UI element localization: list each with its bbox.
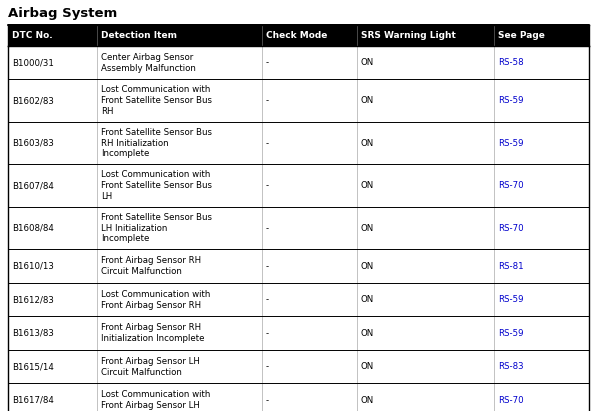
Text: Detection Item: Detection Item (100, 31, 176, 40)
Text: B1617/84: B1617/84 (12, 396, 54, 405)
Text: B1608/84: B1608/84 (12, 224, 54, 233)
Text: ON: ON (361, 396, 374, 405)
Text: RS-59: RS-59 (498, 295, 524, 304)
Text: B1610/13: B1610/13 (12, 262, 54, 271)
Text: Check Mode: Check Mode (266, 31, 327, 40)
Text: -: - (266, 396, 269, 405)
Text: -: - (266, 139, 269, 148)
Bar (8, 79, 589, 122)
Bar (8, 283, 589, 316)
Text: Front Airbag Sensor RH
Initialization Incomplete: Front Airbag Sensor RH Initialization In… (100, 323, 204, 343)
Text: SRS Warning Light: SRS Warning Light (361, 31, 456, 40)
Text: RS-58: RS-58 (498, 58, 524, 67)
Text: Lost Communication with
Front Satellite Sensor Bus
LH: Lost Communication with Front Satellite … (100, 171, 211, 201)
Text: ON: ON (361, 58, 374, 67)
Bar (8, 249, 589, 283)
Text: ON: ON (361, 262, 374, 271)
Text: Center Airbag Sensor
Assembly Malfunction: Center Airbag Sensor Assembly Malfunctio… (100, 53, 195, 73)
Text: Front Satellite Sensor Bus
LH Initialization
Incomplete: Front Satellite Sensor Bus LH Initializa… (100, 213, 211, 243)
Bar (8, 25, 589, 46)
Text: B1613/83: B1613/83 (12, 329, 54, 338)
Text: -: - (266, 58, 269, 67)
Text: -: - (266, 96, 269, 105)
Text: B1615/14: B1615/14 (12, 362, 54, 371)
Bar (8, 164, 589, 207)
Text: Airbag System: Airbag System (8, 7, 117, 20)
Text: B1603/83: B1603/83 (12, 139, 54, 148)
Text: Lost Communication with
Front Airbag Sensor RH: Lost Communication with Front Airbag Sen… (100, 290, 210, 309)
Text: RS-70: RS-70 (498, 396, 524, 405)
Bar (8, 46, 589, 79)
Text: B1607/84: B1607/84 (12, 181, 54, 190)
Text: B1602/83: B1602/83 (12, 96, 54, 105)
Text: Front Airbag Sensor RH
Circuit Malfunction: Front Airbag Sensor RH Circuit Malfuncti… (100, 256, 201, 276)
Text: Front Satellite Sensor Bus
RH Initialization
Incomplete: Front Satellite Sensor Bus RH Initializa… (100, 128, 211, 159)
Text: ON: ON (361, 362, 374, 371)
Text: B1612/83: B1612/83 (12, 295, 54, 304)
Text: RS-70: RS-70 (498, 181, 524, 190)
Text: RS-70: RS-70 (498, 224, 524, 233)
Text: ON: ON (361, 224, 374, 233)
Text: -: - (266, 295, 269, 304)
Text: ON: ON (361, 96, 374, 105)
Text: RS-59: RS-59 (498, 329, 524, 338)
Text: Lost Communication with
Front Airbag Sensor LH: Lost Communication with Front Airbag Sen… (100, 390, 210, 410)
Text: RS-83: RS-83 (498, 362, 524, 371)
Text: See Page: See Page (498, 31, 545, 40)
Text: -: - (266, 329, 269, 338)
Text: -: - (266, 181, 269, 190)
Text: ON: ON (361, 181, 374, 190)
Bar (8, 350, 589, 383)
Bar (8, 316, 589, 350)
Text: -: - (266, 362, 269, 371)
Text: -: - (266, 224, 269, 233)
Text: ON: ON (361, 329, 374, 338)
Text: -: - (266, 262, 269, 271)
Bar (8, 383, 589, 411)
Text: RS-59: RS-59 (498, 139, 524, 148)
Text: B1000/31: B1000/31 (12, 58, 54, 67)
Text: ON: ON (361, 295, 374, 304)
Text: ON: ON (361, 139, 374, 148)
Text: DTC No.: DTC No. (12, 31, 53, 40)
Text: RS-59: RS-59 (498, 96, 524, 105)
Bar (8, 207, 589, 249)
Text: Lost Communication with
Front Satellite Sensor Bus
RH: Lost Communication with Front Satellite … (100, 85, 211, 116)
Text: Front Airbag Sensor LH
Circuit Malfunction: Front Airbag Sensor LH Circuit Malfuncti… (100, 357, 200, 376)
Text: RS-81: RS-81 (498, 262, 524, 271)
Bar (8, 122, 589, 164)
